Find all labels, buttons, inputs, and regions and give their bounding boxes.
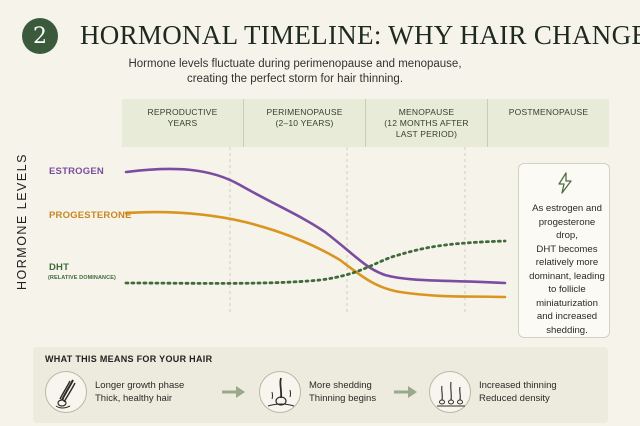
estrogen-label: ESTROGEN — [49, 166, 104, 177]
phase-sublabel: (2–10 YEARS) — [275, 118, 334, 128]
page-title: HORMONAL TIMELINE: WHY HAIR CHANGES — [80, 20, 640, 50]
healthy-hair-icon — [45, 371, 87, 413]
hair-effects-title: WHAT THIS MEANS FOR YOUR HAIR — [45, 354, 213, 364]
page-subtitle: Hormone levels fluctuate during perimeno… — [100, 57, 490, 87]
callout-line: progesterone drop, — [538, 216, 596, 242]
shedding-follicle-icon — [259, 371, 301, 413]
phase-header-bar: REPRODUCTIVE YEARS PERIMENOPAUSE (2–10 Y… — [122, 99, 609, 147]
phase-label: REPRODUCTIVE — [147, 107, 218, 117]
callout-line: relatively more — [535, 257, 599, 268]
step-line: Thick, healthy hair — [95, 393, 173, 404]
callout-line: DHT becomes — [536, 243, 598, 255]
phase-perimenopause: PERIMENOPAUSE (2–10 YEARS) — [244, 99, 365, 147]
subtitle-line-2: creating the perfect storm for hair thin… — [186, 73, 404, 85]
callout-line: As estrogen and — [532, 203, 602, 214]
phase-reproductive: REPRODUCTIVE YEARS — [122, 99, 243, 147]
phase-divider — [243, 99, 244, 147]
lightning-icon — [558, 172, 572, 194]
step-line: Thinning begins — [309, 393, 377, 404]
phase-divider — [487, 99, 488, 147]
arrow-right-icon — [394, 386, 417, 398]
step-thinning-text: Increased thinning Reduced density — [479, 379, 557, 405]
subtitle-line-1: Hormone levels fluctuate during perimeno… — [128, 58, 462, 70]
progesterone-curve — [124, 210, 507, 299]
phase-sublabel: YEARS — [167, 118, 198, 128]
callout-line: miniaturization — [536, 297, 598, 309]
step-healthy-text: Longer growth phase Thick, healthy hair — [95, 379, 184, 405]
dht-sublabel: (RELATIVE DOMINANCE) — [48, 275, 116, 281]
thinning-follicles-icon — [429, 371, 471, 413]
step-line: Reduced density — [479, 393, 550, 404]
phase-menopause: MENOPAUSE (12 MONTHS AFTER LAST PERIOD) — [366, 99, 487, 147]
callout-line: dominant, leading — [529, 270, 605, 282]
phase-label: POSTMENOPAUSE — [508, 107, 589, 117]
callout-line: shedding. — [546, 324, 588, 336]
step-line: Increased thinning — [479, 380, 557, 391]
section-number-badge: 2 — [22, 18, 58, 54]
phase-label: MENOPAUSE — [398, 107, 455, 117]
dht-label: DHT — [49, 262, 70, 273]
estrogen-curve — [124, 167, 507, 285]
dht-curve — [124, 239, 507, 285]
phase-label: PERIMENOPAUSE — [266, 107, 343, 117]
phase-postmenopause: POSTMENOPAUSE — [488, 99, 609, 147]
phase-sublabel: (12 MONTHS AFTER — [384, 118, 469, 128]
step-line: Longer growth phase — [95, 380, 185, 391]
hair-effects-panel: WHAT THIS MEANS FOR YOUR HAIR Longer gro… — [33, 347, 608, 423]
arrow-right-icon — [222, 386, 245, 398]
step-line: More shedding — [309, 380, 372, 391]
callout-line: and increased — [536, 311, 598, 322]
insight-callout: As estrogen and progesterone drop, DHT b… — [518, 163, 610, 338]
callout-line: to follicle — [548, 284, 586, 295]
progesterone-label: PROGESTERONE — [49, 210, 132, 221]
phase-divider — [365, 99, 366, 147]
phase-sublabel: LAST PERIOD) — [395, 129, 458, 139]
step-shedding-text: More shedding Thinning begins — [309, 379, 376, 405]
callout-text: As estrogen and progesterone drop, DHT b… — [527, 202, 607, 337]
